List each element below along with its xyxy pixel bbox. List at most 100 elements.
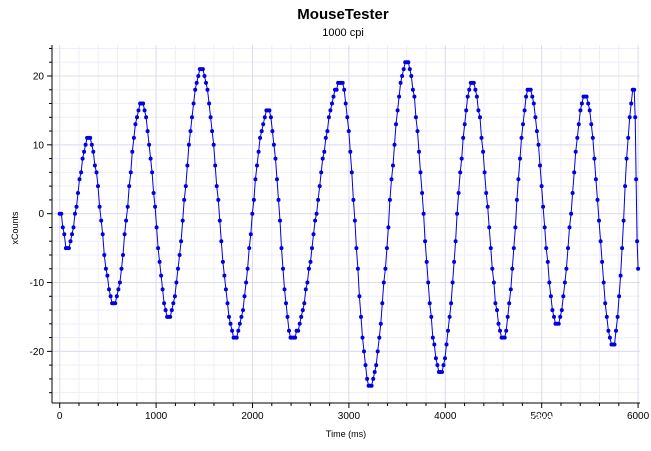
data-point: [213, 163, 218, 168]
data-point: [279, 246, 284, 251]
data-point: [384, 246, 389, 251]
data-point: [375, 349, 380, 354]
data-point: [620, 246, 625, 251]
data-point: [76, 191, 80, 195]
data-point: [88, 135, 93, 140]
data-point: [317, 184, 322, 189]
data-point: [417, 149, 421, 154]
data-point: [482, 170, 487, 175]
data-point: [73, 211, 77, 216]
data-point: [196, 74, 201, 78]
data-point: [193, 87, 198, 92]
data-point: [285, 314, 290, 319]
data-point: [267, 108, 272, 113]
data-point: [556, 321, 561, 326]
data-point: [635, 239, 640, 244]
data-point: [102, 253, 107, 257]
data-point: [533, 115, 538, 120]
data-point: [119, 266, 124, 271]
data-point: [415, 129, 420, 134]
x-tick-label: 0: [57, 411, 63, 422]
data-point: [305, 280, 310, 285]
data-point: [544, 246, 549, 251]
data-point: [444, 342, 449, 347]
data-point: [174, 280, 179, 285]
data-point: [584, 94, 589, 99]
data-point: [420, 191, 425, 195]
data-point: [77, 177, 82, 182]
tick-labels: 0 1000 2000 3000 4000 5000 6000 -20 -10 0 10 20: [30, 71, 650, 422]
data-point: [383, 266, 388, 271]
data-point: [410, 87, 415, 92]
data-point: [502, 335, 507, 340]
data-point: [627, 115, 632, 120]
data-point: [162, 301, 167, 306]
data-point: [615, 314, 620, 319]
data-point: [125, 204, 130, 209]
data-point: [521, 122, 525, 127]
data-point: [70, 232, 74, 237]
data-point: [293, 335, 298, 340]
data-point: [276, 197, 281, 202]
data-point: [406, 60, 411, 65]
data-point: [62, 232, 67, 237]
data-point: [395, 108, 400, 113]
data-point: [210, 129, 215, 134]
data-point: [459, 156, 464, 161]
data-point: [74, 204, 79, 209]
data-point: [114, 294, 119, 299]
data-point: [589, 122, 594, 127]
data-point: [495, 308, 499, 313]
data-point: [430, 335, 435, 340]
data-point: [601, 280, 606, 285]
data-point: [576, 122, 581, 127]
data-point: [100, 232, 105, 237]
data-point: [488, 246, 493, 251]
data-point: [237, 321, 242, 326]
data-point: [135, 115, 139, 120]
data-point: [578, 108, 583, 113]
y-tick-label: -20: [30, 347, 45, 358]
data-point: [284, 301, 288, 306]
data-point: [216, 197, 221, 202]
data-point: [504, 328, 509, 333]
data-point: [478, 115, 482, 120]
data-point: [567, 225, 572, 230]
data-point: [136, 108, 141, 113]
data-point: [71, 225, 76, 230]
data-point: [163, 308, 168, 313]
data-point: [182, 197, 187, 202]
data-point: [446, 328, 450, 333]
data-point: [194, 80, 199, 85]
data-point: [346, 129, 351, 134]
data-point: [496, 321, 501, 326]
data-point: [453, 239, 458, 244]
data-point: [633, 115, 638, 120]
data-point: [349, 170, 354, 175]
data-point: [204, 80, 208, 85]
data-point: [570, 191, 575, 195]
data-point: [145, 129, 150, 134]
data-point: [154, 225, 159, 230]
data-point: [531, 101, 536, 106]
x-tick-label: 2000: [241, 411, 264, 422]
data-point: [397, 94, 402, 99]
x-axis-label: Time (ms): [326, 429, 366, 439]
data-point: [176, 266, 180, 271]
data-point: [268, 115, 273, 120]
data-point: [465, 94, 470, 99]
y-tick-label: 0: [38, 209, 44, 220]
data-point: [314, 211, 319, 216]
data-point: [401, 67, 406, 72]
data-point: [116, 287, 121, 292]
data-point: [372, 370, 377, 374]
data-point: [259, 129, 264, 134]
data-point: [522, 108, 527, 113]
data-point: [435, 363, 440, 368]
data-point: [597, 218, 601, 223]
data-point: [186, 142, 191, 147]
data-point: [355, 266, 360, 271]
data-point: [141, 101, 146, 106]
data-point: [612, 342, 617, 347]
